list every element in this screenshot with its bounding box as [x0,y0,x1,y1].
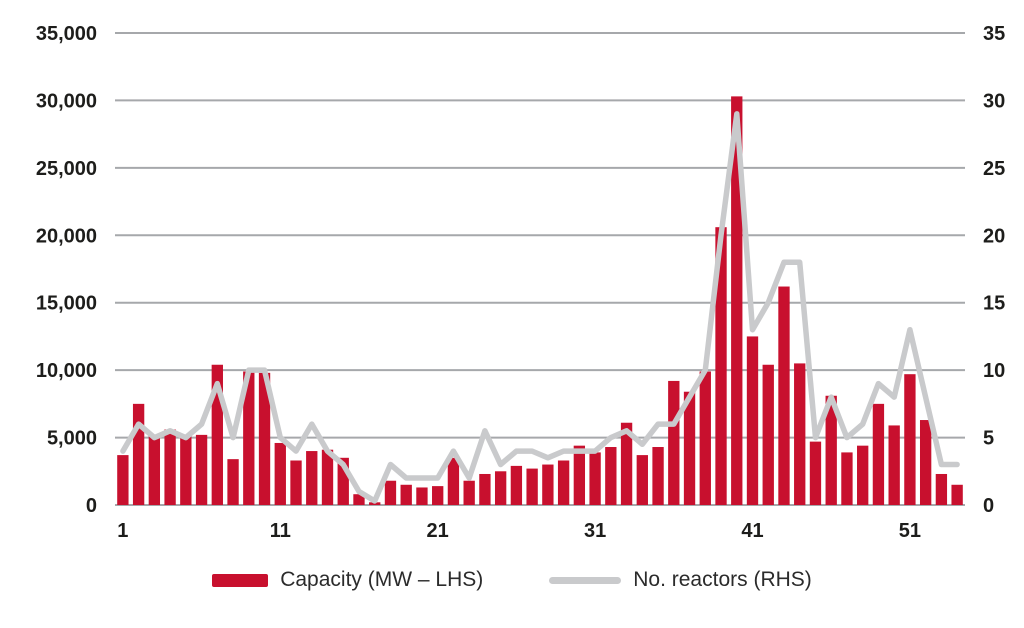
left-axis-tick: 0 [86,495,97,517]
right-axis-tick: 10 [983,360,1005,382]
capacity-bar [904,374,916,505]
capacity-bar [809,441,822,505]
left-axis-tick: 35,000 [36,23,97,45]
capacity-bar [636,455,648,505]
left-axis-tick: 15,000 [36,293,97,315]
left-axis-tick: 20,000 [36,225,97,247]
capacity-bar [479,473,491,505]
capacity-bar [794,363,806,505]
capacity-bar [243,371,255,505]
capacity-bar [416,487,428,505]
capacity-bar [951,484,963,505]
capacity-bar [180,436,192,505]
reactors-legend-label: No. reactors (RHS) [633,568,812,591]
capacity-bar [857,445,869,505]
right-axis-tick: 20 [983,225,1005,247]
capacity-bar [557,460,570,505]
right-axis-tick: 25 [983,158,1005,180]
capacity-bar [195,434,208,505]
x-axis-tick: 31 [584,520,606,542]
capacity-legend-swatch [212,573,269,587]
capacity-bar [290,460,302,505]
x-axis-tick: 11 [270,520,291,542]
capacity-bar [731,96,743,505]
left-axis-tick: 25,000 [36,158,97,180]
capacity-bar [825,395,837,505]
capacity-bar [117,455,129,505]
capacity-bar [872,403,885,505]
capacity-bar [919,420,932,505]
capacity-bar [620,422,633,505]
x-axis-tick: 51 [899,520,921,542]
x-axis-tick: 21 [427,520,449,542]
capacity-bar [337,457,349,505]
capacity-bar [526,468,538,505]
legend-item-capacity: Capacity (MW – LHS) [212,568,483,592]
capacity-bar [447,457,460,505]
capacity-bar [699,371,711,505]
right-axis-tick: 15 [983,293,1005,315]
capacity-bar [211,364,223,505]
capacity-bar [432,486,444,505]
capacity-bar [762,364,774,505]
capacity-bar [683,391,696,505]
x-axis-tick: 41 [741,520,763,542]
left-axis-tick: 5,000 [47,428,97,450]
capacity-bar [715,227,727,506]
capacity-bar [888,425,900,505]
capacity-bar [321,449,334,505]
right-axis-tick: 0 [983,495,994,517]
legend-item-reactors: No. reactors (RHS) [549,568,812,592]
capacity-bar [668,380,680,505]
capacity-bar [542,464,554,505]
capacity-bar [306,451,318,505]
left-axis-tick: 10,000 [36,360,97,382]
reactors-line [120,111,960,504]
capacity-bar [384,480,397,505]
right-axis-tick: 35 [983,23,1005,45]
right-axis-tick: 5 [983,428,994,450]
capacity-bar [132,403,145,505]
capacity-bar [746,336,759,505]
capacity-bar [463,480,475,505]
capacity-bar [353,494,365,505]
left-axis-tick: 30,000 [36,90,97,112]
capacity-bar [510,465,523,505]
capacity-bar [400,484,412,505]
chart-legend: Capacity (MW – LHS) No. reactors (RHS) [0,568,1024,592]
capacity-bar [589,452,601,505]
x-axis-tick: 1 [117,520,128,542]
capacity-bar [494,471,507,505]
capacity-bar [164,429,176,505]
capacity-bar [258,372,271,505]
capacity-bar [148,434,161,505]
capacity-bar [778,286,790,505]
capacity-bar [227,459,239,505]
reactors-legend-swatch [549,576,622,584]
capacity-bar [935,473,948,505]
capacity-bar [573,445,586,505]
capacity-bar [652,447,664,505]
capacity-legend-label: Capacity (MW – LHS) [280,568,484,591]
chart-plot: 0 0 5,000 5 10,000 10 15,000 15 20,000 20 25,000 25… [36,23,1005,542]
capacity-bar [274,442,286,505]
right-axis-tick: 30 [983,90,1005,112]
capacity-bar [605,447,617,505]
capacity-bar [841,452,853,505]
